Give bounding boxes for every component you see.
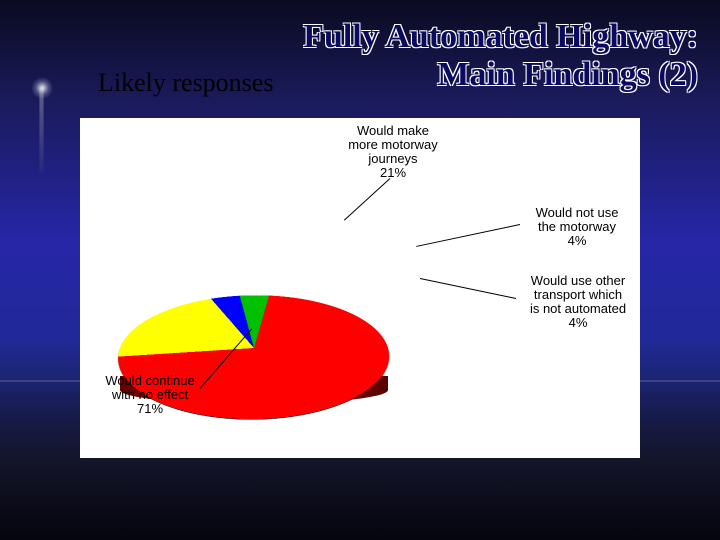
slide-title: Fully Automated Highway: Main Findings (…: [220, 18, 698, 94]
pie-3d: [120, 214, 420, 514]
pie-label-more: Would makemore motorwayjourneys21%: [338, 124, 448, 180]
title-line-2: Main Findings (2): [220, 56, 698, 94]
leader-line: [416, 224, 520, 247]
pie-label-other: Would use othertransport whichis not aut…: [518, 274, 638, 330]
slide: Fully Automated Highway: Main Findings (…: [0, 0, 720, 540]
leader-line: [420, 278, 516, 299]
pie-label-cont: Would continuewith no effect71%: [90, 374, 210, 416]
pie-chart-panel: Would makemore motorwayjourneys21% Would …: [80, 118, 640, 458]
title-line-1: Fully Automated Highway:: [220, 18, 698, 56]
pie-label-notuse: Would not usethe motorway4%: [522, 206, 632, 248]
subtitle: Likely responses: [98, 68, 273, 98]
